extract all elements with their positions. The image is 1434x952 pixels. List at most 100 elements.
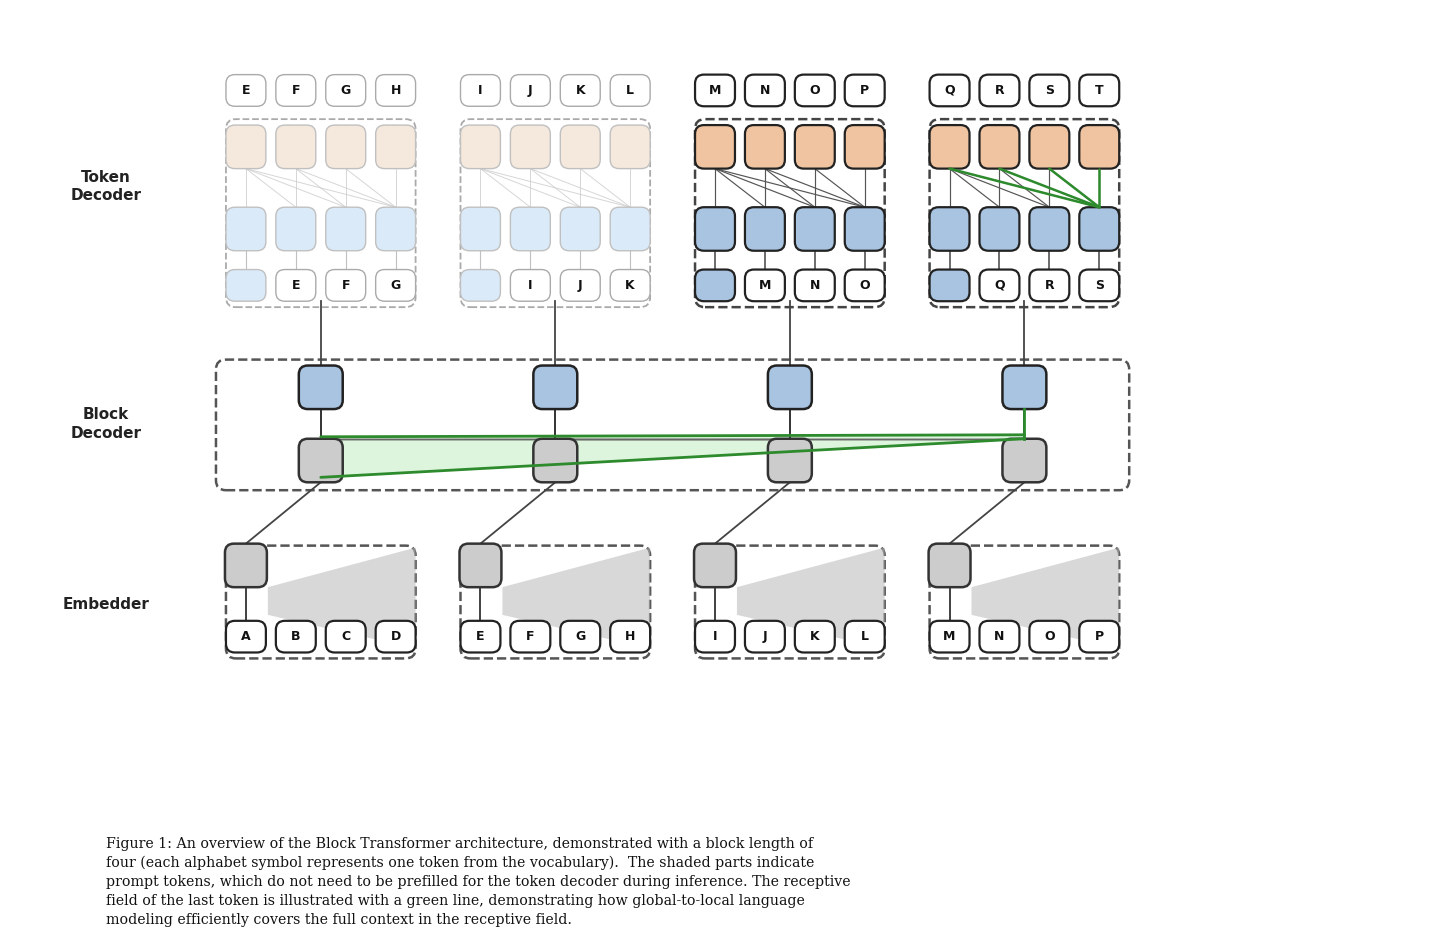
FancyBboxPatch shape xyxy=(979,125,1020,169)
FancyBboxPatch shape xyxy=(929,208,969,250)
Text: E: E xyxy=(476,630,485,644)
FancyBboxPatch shape xyxy=(227,208,265,250)
FancyBboxPatch shape xyxy=(695,74,736,107)
FancyBboxPatch shape xyxy=(511,621,551,652)
FancyBboxPatch shape xyxy=(845,269,885,301)
FancyBboxPatch shape xyxy=(1080,269,1119,301)
FancyBboxPatch shape xyxy=(845,208,885,250)
FancyBboxPatch shape xyxy=(227,269,265,301)
Polygon shape xyxy=(268,547,416,648)
FancyBboxPatch shape xyxy=(744,74,784,107)
Text: E: E xyxy=(291,279,300,292)
FancyBboxPatch shape xyxy=(794,621,835,652)
Text: O: O xyxy=(810,84,820,97)
FancyBboxPatch shape xyxy=(695,621,736,652)
FancyBboxPatch shape xyxy=(1002,366,1047,409)
FancyBboxPatch shape xyxy=(929,544,971,587)
Text: N: N xyxy=(994,630,1005,644)
FancyBboxPatch shape xyxy=(979,269,1020,301)
Text: C: C xyxy=(341,630,350,644)
FancyBboxPatch shape xyxy=(227,125,265,169)
FancyBboxPatch shape xyxy=(227,621,265,652)
FancyBboxPatch shape xyxy=(275,208,315,250)
Text: T: T xyxy=(1096,84,1104,97)
FancyBboxPatch shape xyxy=(460,269,500,301)
FancyBboxPatch shape xyxy=(275,74,315,107)
FancyBboxPatch shape xyxy=(561,125,601,169)
FancyBboxPatch shape xyxy=(460,208,500,250)
FancyBboxPatch shape xyxy=(561,269,601,301)
FancyBboxPatch shape xyxy=(376,208,416,250)
FancyBboxPatch shape xyxy=(611,208,650,250)
FancyBboxPatch shape xyxy=(326,208,366,250)
Text: Token
Decoder: Token Decoder xyxy=(70,169,142,203)
FancyBboxPatch shape xyxy=(929,269,969,301)
FancyBboxPatch shape xyxy=(376,269,416,301)
FancyBboxPatch shape xyxy=(794,269,835,301)
Text: Figure 1: An overview of the Block Transformer architecture, demonstrated with a: Figure 1: An overview of the Block Trans… xyxy=(106,837,850,927)
FancyBboxPatch shape xyxy=(376,74,416,107)
FancyBboxPatch shape xyxy=(511,125,551,169)
FancyBboxPatch shape xyxy=(275,621,315,652)
Text: K: K xyxy=(575,84,585,97)
Text: I: I xyxy=(528,279,532,292)
FancyBboxPatch shape xyxy=(744,208,784,250)
Text: F: F xyxy=(526,630,535,644)
Text: Q: Q xyxy=(944,84,955,97)
FancyBboxPatch shape xyxy=(511,269,551,301)
FancyBboxPatch shape xyxy=(1030,74,1070,107)
FancyBboxPatch shape xyxy=(695,269,736,301)
FancyBboxPatch shape xyxy=(326,621,366,652)
Text: L: L xyxy=(627,84,634,97)
FancyBboxPatch shape xyxy=(326,125,366,169)
Text: I: I xyxy=(478,84,483,97)
Text: F: F xyxy=(291,84,300,97)
FancyBboxPatch shape xyxy=(460,125,500,169)
Text: P: P xyxy=(860,84,869,97)
Text: S: S xyxy=(1094,279,1104,292)
FancyBboxPatch shape xyxy=(298,439,343,483)
FancyBboxPatch shape xyxy=(460,74,500,107)
Text: G: G xyxy=(390,279,400,292)
FancyBboxPatch shape xyxy=(1030,269,1070,301)
Polygon shape xyxy=(971,547,1119,648)
FancyBboxPatch shape xyxy=(611,269,650,301)
FancyBboxPatch shape xyxy=(794,208,835,250)
Text: G: G xyxy=(575,630,585,644)
FancyBboxPatch shape xyxy=(744,621,784,652)
Text: J: J xyxy=(578,279,582,292)
FancyBboxPatch shape xyxy=(275,269,315,301)
Text: K: K xyxy=(810,630,820,644)
Text: D: D xyxy=(390,630,400,644)
FancyBboxPatch shape xyxy=(1080,74,1119,107)
FancyBboxPatch shape xyxy=(459,544,502,587)
FancyBboxPatch shape xyxy=(1080,125,1119,169)
FancyBboxPatch shape xyxy=(611,621,650,652)
Text: Q: Q xyxy=(994,279,1005,292)
Text: M: M xyxy=(759,279,771,292)
Text: M: M xyxy=(944,630,955,644)
FancyBboxPatch shape xyxy=(1030,208,1070,250)
Text: A: A xyxy=(241,630,251,644)
FancyBboxPatch shape xyxy=(1030,125,1070,169)
Text: Block
Decoder: Block Decoder xyxy=(70,407,142,441)
Text: P: P xyxy=(1094,630,1104,644)
FancyBboxPatch shape xyxy=(695,125,736,169)
FancyBboxPatch shape xyxy=(611,125,650,169)
Text: R: R xyxy=(995,84,1004,97)
FancyBboxPatch shape xyxy=(227,74,265,107)
Text: H: H xyxy=(390,84,402,97)
FancyBboxPatch shape xyxy=(611,74,650,107)
Text: S: S xyxy=(1045,84,1054,97)
FancyBboxPatch shape xyxy=(929,621,969,652)
FancyBboxPatch shape xyxy=(376,621,416,652)
FancyBboxPatch shape xyxy=(845,621,885,652)
Text: N: N xyxy=(810,279,820,292)
FancyBboxPatch shape xyxy=(744,125,784,169)
Text: G: G xyxy=(341,84,351,97)
FancyBboxPatch shape xyxy=(929,74,969,107)
FancyBboxPatch shape xyxy=(845,125,885,169)
FancyBboxPatch shape xyxy=(326,74,366,107)
Text: O: O xyxy=(859,279,870,292)
FancyBboxPatch shape xyxy=(694,544,736,587)
